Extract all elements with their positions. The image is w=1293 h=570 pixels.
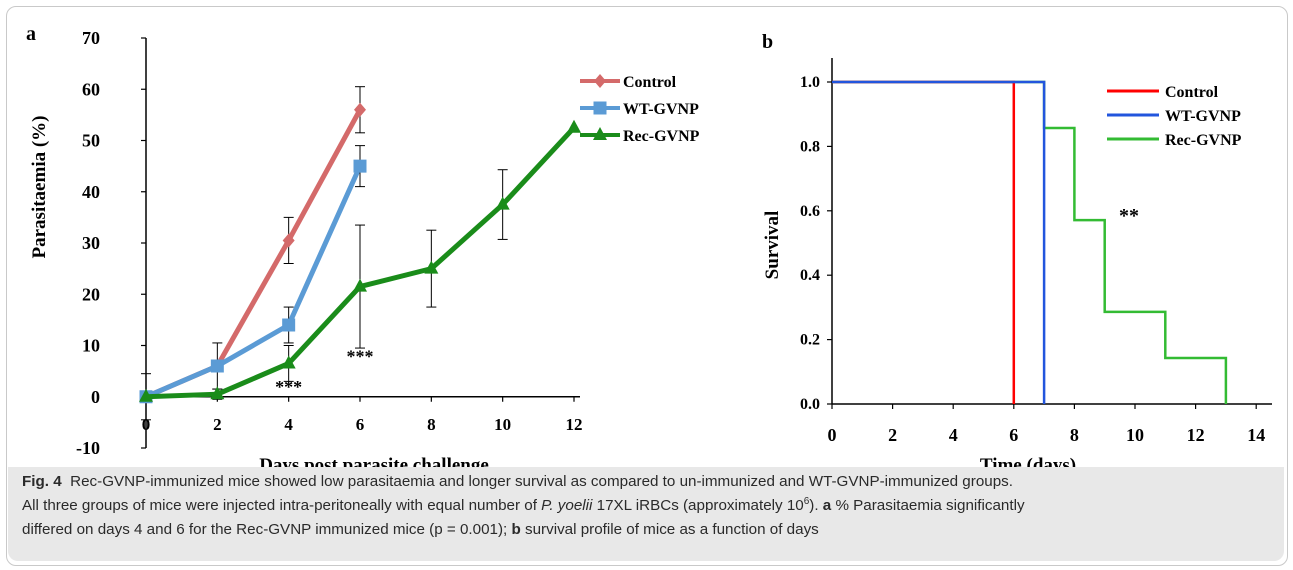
caption-text-3b: survival profile of mice as a function o…	[520, 521, 819, 538]
y-tick-label: 0.0	[800, 396, 820, 413]
rec-gvnp-data-point	[353, 278, 367, 292]
x-tick-label: 12	[1187, 425, 1205, 445]
figure-caption: Fig. 4 Rec-GVNP-immunized mice showed lo…	[8, 467, 1284, 561]
y-tick-label: 40	[82, 182, 100, 202]
rec-gvnp-survival-line	[832, 80, 1228, 404]
legend-rec-gvnp-label: Rec-GVNP	[1165, 132, 1242, 149]
caption-line-2: All three groups of mice were injected i…	[22, 494, 1270, 518]
x-tick-label: 2	[888, 425, 897, 445]
rec-gvnp-data-point	[139, 388, 153, 402]
control-survival-line	[832, 80, 1016, 404]
y-tick-label: 50	[82, 131, 100, 151]
y-tick-label: 60	[82, 79, 100, 99]
y-tick-label: -10	[76, 438, 100, 458]
wt-gvnp-data-point	[282, 318, 296, 332]
x-tick-label: 12	[566, 415, 583, 434]
rec-gvnp-data-point	[424, 260, 439, 274]
y-tick-label: 0.6	[800, 203, 820, 220]
x-tick-label: 14	[1247, 425, 1265, 445]
y-tick-label: 0.4	[800, 267, 820, 284]
x-tick-label: 10	[1126, 425, 1144, 445]
x-tick-label: 2	[213, 415, 222, 434]
y-tick-label: 0	[91, 387, 100, 407]
caption-line-3: differed on days 4 and 6 for the Rec-GVN…	[22, 518, 1270, 542]
x-tick-label: 0	[828, 425, 837, 445]
significance-annotation: ***	[275, 377, 302, 397]
significance-annotation: ***	[347, 346, 374, 366]
legend-rec-gvnp-marker	[593, 127, 607, 140]
significance-annotation: **	[1119, 205, 1139, 227]
panel-b-label: b	[762, 31, 773, 53]
y-tick-label: 70	[82, 28, 100, 48]
legend-wt-gvnp-marker	[593, 101, 607, 115]
caption-text-2c: ).	[809, 497, 823, 514]
caption-panel-b-ref: b	[511, 521, 521, 538]
wt-gvnp-survival-line	[832, 80, 1046, 404]
caption-text-2d: % Parasitaemia significantly	[831, 497, 1025, 514]
caption-text-2b: 17XL iRBCs (approximately 10	[592, 497, 804, 514]
caption-line-1: Fig. 4 Rec-GVNP-immunized mice showed lo…	[22, 470, 1270, 494]
x-tick-label: 8	[1070, 425, 1079, 445]
y-axis-label: Parasitaemia (%)	[29, 116, 50, 259]
wt-gvnp-series-line	[145, 165, 363, 400]
control-data-point	[354, 102, 366, 117]
x-tick-label: 4	[284, 415, 293, 434]
legend-rec-gvnp-label: Rec-GVNP	[623, 128, 700, 145]
x-tick-label: 4	[949, 425, 958, 445]
x-tick-label: 6	[356, 415, 365, 434]
caption-text-3a: differed on days 4 and 6 for the Rec-GVN…	[22, 521, 512, 538]
y-tick-label: 30	[82, 233, 100, 253]
x-tick-label: 8	[427, 415, 436, 434]
x-tick-label: 10	[494, 415, 511, 434]
y-axis-label: Survival	[762, 211, 783, 280]
caption-species: P. yoelii	[541, 497, 593, 514]
x-tick-label: 0	[142, 415, 151, 434]
legend-wt-gvnp-label: WT-GVNP	[623, 101, 699, 118]
legend-control-marker	[594, 74, 606, 88]
survival-chart: 0.0 0.2 0.4 0.6 0.8 1.0 0 2 4 6 8 10 12 14 Time (days)…	[762, 58, 1272, 470]
legend-wt-gvnp-label: WT-GVNP	[1165, 108, 1241, 125]
rec-gvnp-data-point	[567, 119, 581, 133]
caption-text-1: Rec-GVNP-immunized mice showed low paras…	[70, 473, 1013, 490]
rec-gvnp-data-point	[281, 355, 296, 369]
legend-control-label: Control	[1165, 84, 1219, 101]
x-axis-label: Days post parasite challenge	[259, 455, 489, 470]
panel-a-label: a	[26, 23, 36, 45]
x-axis-label: Time (days)	[980, 455, 1076, 470]
wt-gvnp-data-point	[353, 159, 367, 173]
y-tick-label: 1.0	[800, 74, 820, 91]
control-data-point	[282, 233, 295, 248]
legend-control-label: Control	[623, 74, 677, 91]
parasitaemia-chart: -10 0 10 20 30 40 50 60 70 0 2 4 6 8 10 12 Days post par…	[29, 28, 700, 470]
caption-text-2a: All three groups of mice were injected i…	[22, 497, 542, 514]
caption-fig-label: Fig. 4	[22, 473, 62, 490]
x-tick-label: 6	[1009, 425, 1018, 445]
caption-superscript: 6	[803, 495, 810, 507]
rec-gvnp-data-point	[210, 386, 225, 400]
control-series-line	[145, 108, 363, 400]
y-tick-label: 0.8	[800, 138, 820, 155]
y-tick-label: 0.2	[800, 332, 820, 349]
y-tick-label: 20	[82, 284, 100, 304]
rec-gvnp-data-point	[495, 196, 510, 210]
wt-gvnp-data-point	[210, 359, 224, 373]
y-tick-label: 10	[82, 336, 100, 356]
caption-panel-a-ref: a	[822, 497, 832, 514]
